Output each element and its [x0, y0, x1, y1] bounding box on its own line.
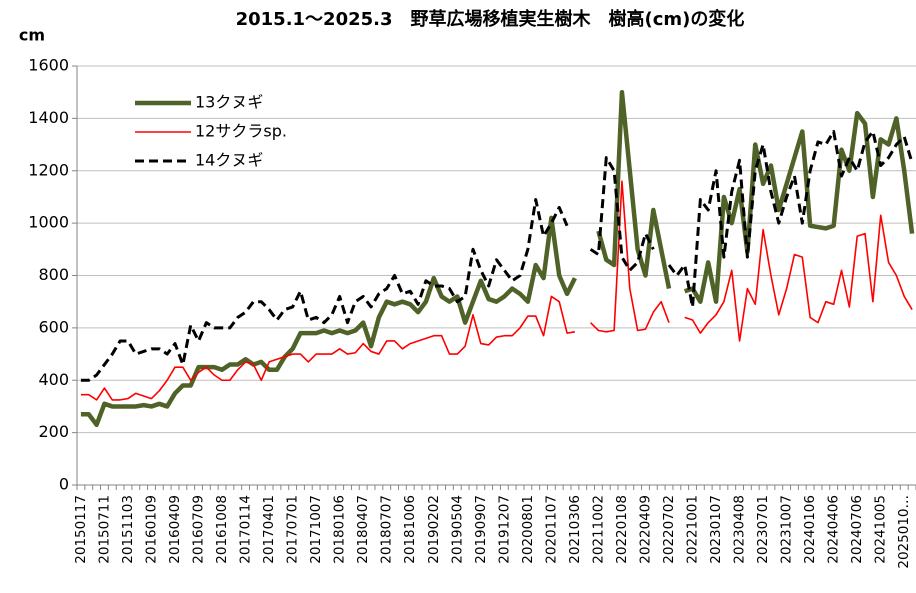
x-tick-label: 20240106	[802, 495, 818, 564]
x-tick-label: 20231007	[779, 495, 795, 564]
legend-label: 14クヌギ	[195, 151, 263, 170]
x-tick-label: 20160709	[191, 495, 207, 564]
x-tick-label: 20161008	[214, 495, 230, 564]
y-tick-label: 1400	[28, 108, 69, 127]
x-tick-label: 20201107	[543, 495, 559, 564]
x-tick-label: 20170701	[285, 495, 301, 564]
x-tick-label: 20191207	[496, 495, 512, 564]
x-tick-label: 20180707	[379, 495, 395, 564]
x-tick-label: 20230408	[732, 495, 748, 564]
x-tick-label: 20190202	[426, 495, 442, 564]
x-tick-label: 20181006	[402, 495, 418, 564]
series-line	[80, 129, 914, 382]
series-line	[80, 89, 915, 428]
x-tick-label: 20180407	[355, 495, 371, 564]
y-tick-label: 800	[38, 265, 69, 284]
x-tick-label: 20230701	[755, 495, 771, 564]
x-tick-label: 20190504	[449, 495, 465, 564]
x-tick-label: 20151103	[120, 495, 136, 564]
y-axis-label: cm	[19, 26, 45, 45]
x-tick-label: 20230107	[708, 495, 724, 564]
x-tick-label: 20200801	[520, 495, 536, 564]
x-tick-label: 20220702	[661, 495, 677, 564]
y-tick-label: 1200	[28, 160, 69, 179]
x-tick-label: 20150117	[73, 495, 89, 564]
x-tick-label: 2025010…	[896, 495, 912, 569]
x-tick-label: 20160109	[143, 495, 159, 564]
x-tick-label: 20241005	[873, 495, 889, 564]
x-tick-label: 20160409	[167, 495, 183, 564]
y-tick-label: 1000	[28, 213, 69, 232]
legend-label: 12サクラsp.	[195, 122, 287, 141]
x-tick-label: 20170114	[238, 495, 254, 564]
x-tick-label: 20171007	[308, 495, 324, 564]
x-tick-label: 20240706	[849, 495, 865, 564]
chart-title: 2015.1～2025.3 野草広場移植実生樹木 樹高(cm)の変化	[236, 8, 745, 30]
y-tick-label: 0	[59, 475, 69, 494]
x-tick-label: 20220409	[637, 495, 653, 564]
x-tick-label: 20220108	[614, 495, 630, 564]
series-line	[80, 180, 913, 401]
x-tick-label: 20210306	[567, 495, 583, 564]
x-tick-label: 20240406	[826, 495, 842, 564]
x-tick-label: 20211002	[590, 495, 606, 564]
y-tick-label: 600	[38, 317, 69, 336]
x-tick-label: 20221001	[685, 495, 701, 564]
y-tick-label: 1600	[28, 56, 69, 75]
y-tick-label: 400	[38, 370, 69, 389]
legend-label: 13クヌギ	[195, 93, 263, 112]
y-tick-label: 200	[38, 422, 69, 441]
x-tick-label: 20170401	[261, 495, 277, 564]
x-tick-label: 20190907	[473, 495, 489, 564]
x-tick-label: 20150711	[96, 495, 112, 564]
x-tick-label: 20180106	[332, 495, 348, 564]
